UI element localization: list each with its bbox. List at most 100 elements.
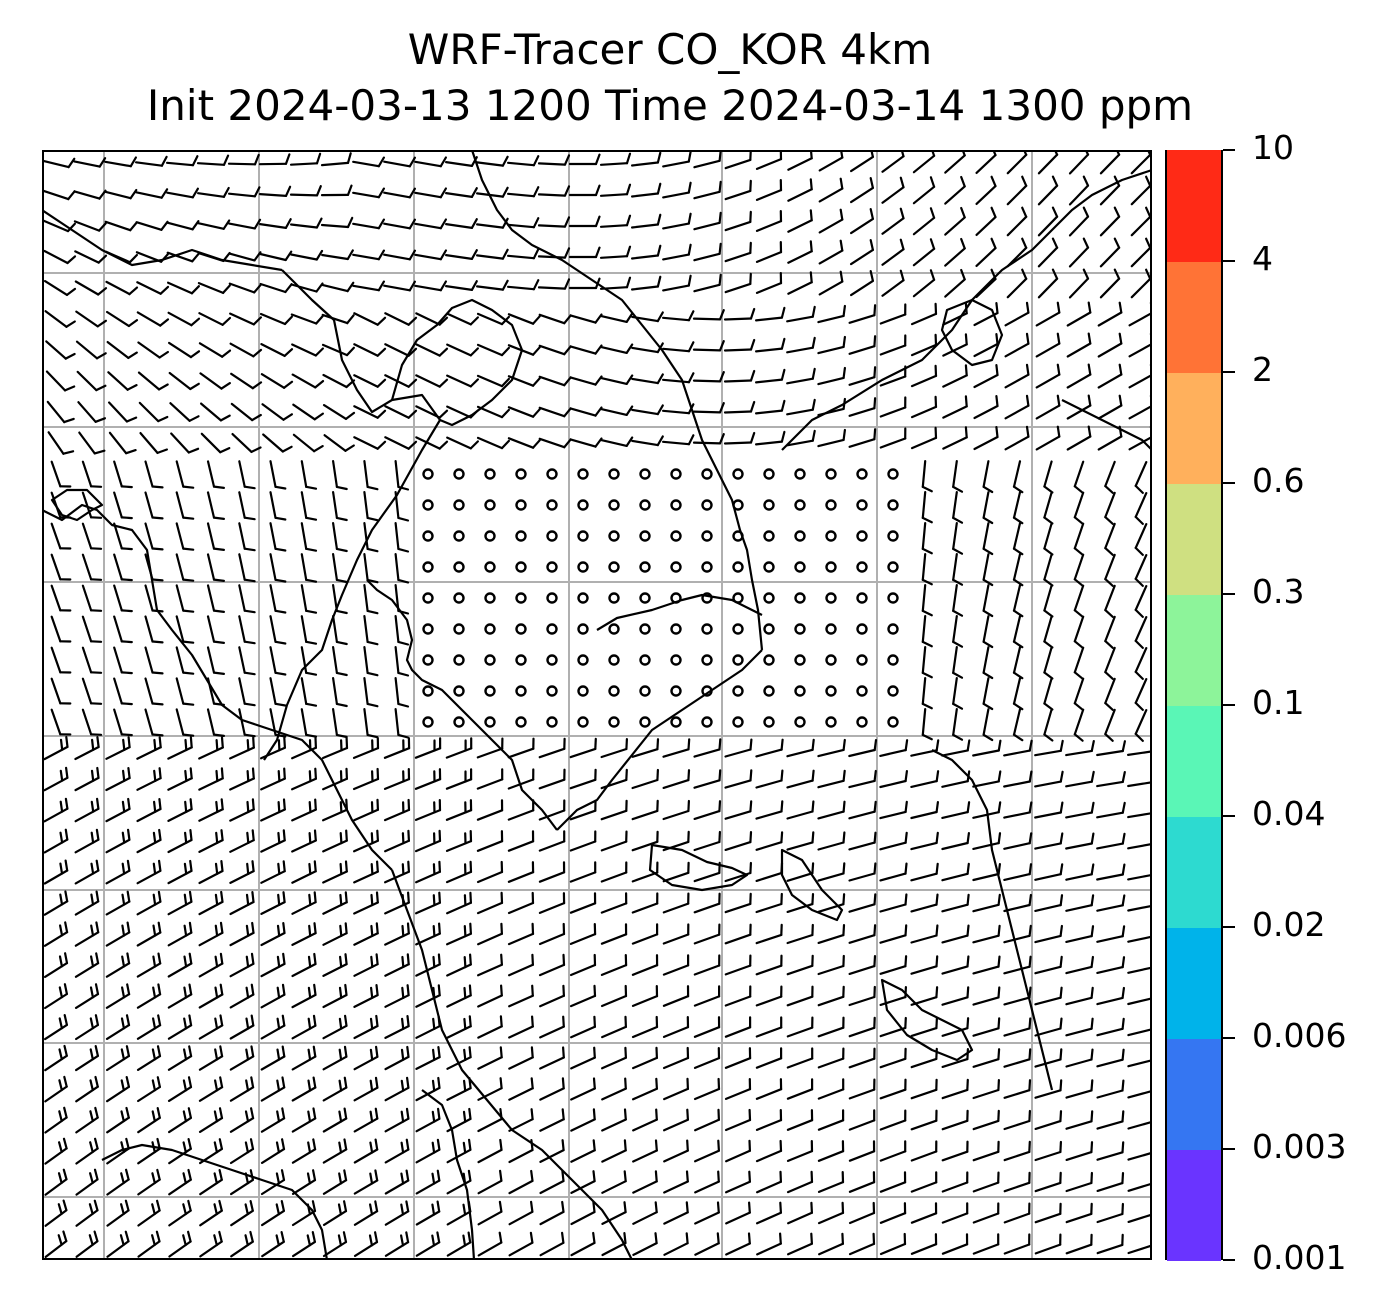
wind-barb (848, 985, 876, 1007)
wind-barb (693, 892, 721, 914)
map-canvas[interactable] (41, 144, 1158, 1261)
wind-barb (137, 1168, 161, 1196)
wind-barb (973, 364, 999, 389)
wind-barb (856, 685, 868, 697)
wind-barb (414, 187, 447, 199)
wind-barb (1126, 740, 1158, 757)
wind-barb (238, 522, 256, 552)
wind-barb (972, 1017, 1001, 1037)
wind-barb (879, 739, 909, 758)
wind-barb (1043, 460, 1054, 494)
wind-barb (952, 553, 964, 586)
wind-barb (662, 274, 692, 292)
wind-barb (137, 1199, 161, 1227)
wind-barb (661, 372, 695, 384)
wind-barb (144, 708, 164, 737)
wind-barb (662, 1108, 690, 1132)
wind-barb (941, 893, 970, 913)
wind-barb (261, 1199, 285, 1227)
wind-barb (238, 615, 256, 645)
wind-barb (1097, 394, 1123, 420)
map-panel[interactable] (41, 144, 1158, 1261)
wind-barb (322, 1169, 348, 1195)
wind-barb (724, 738, 753, 758)
wind-barb (754, 399, 786, 415)
wind-barb (1043, 491, 1054, 525)
wind-barb (724, 241, 752, 263)
wind-barb (105, 766, 131, 792)
wind-barb (50, 677, 72, 705)
wind-barb (259, 218, 292, 230)
wind-barb (879, 769, 909, 789)
colorbar-segment (1167, 150, 1221, 262)
wind-barb (167, 890, 193, 916)
wind-barb (910, 831, 939, 851)
wind-barb (206, 491, 225, 520)
wind-barb (599, 276, 632, 290)
wind-barb (291, 829, 317, 853)
wind-barb (539, 1200, 565, 1226)
wind-barb (786, 1047, 814, 1069)
wind-barb (1096, 1141, 1125, 1161)
wind-barb (786, 1201, 814, 1225)
wind-barb (167, 1076, 193, 1103)
wind-barb (228, 218, 262, 230)
wind-barb (507, 155, 540, 167)
wind-barb (75, 1137, 99, 1165)
wind-barb (199, 1168, 223, 1196)
wind-barb (663, 1139, 689, 1163)
wind-barb (106, 1168, 130, 1196)
wind-barb (445, 768, 473, 790)
wind-barb (944, 206, 966, 236)
wind-barb (74, 280, 108, 296)
wind-barb (43, 1013, 68, 1041)
wind-barb (1065, 832, 1095, 850)
wind-barb (74, 952, 100, 978)
wind-barb (168, 1137, 192, 1165)
wind-barb (817, 1140, 845, 1162)
wind-barb (1096, 1110, 1125, 1130)
wind-barb (74, 766, 100, 792)
wind-barb (910, 924, 939, 944)
colorbar-segment (1167, 594, 1221, 706)
wind-barb (394, 553, 410, 584)
wind-barb (1096, 1079, 1125, 1099)
wind-barb (1096, 863, 1126, 881)
wind-barb (289, 185, 322, 197)
wind-barb (300, 677, 318, 707)
wind-barb (477, 1046, 503, 1070)
colorbar-tick (1223, 815, 1235, 817)
wind-barb (693, 800, 722, 821)
wind-barb (136, 797, 162, 823)
wind-barb (136, 1076, 162, 1103)
wind-barb (300, 553, 318, 583)
wind-barb (73, 189, 107, 200)
wind-barb (1073, 708, 1085, 742)
wind-barb (322, 1107, 348, 1133)
coastline-korea-east (470, 149, 764, 651)
wind-barb (786, 1016, 814, 1038)
wind-barb (175, 584, 195, 613)
wind-barb (569, 406, 603, 417)
wind-barb (1003, 832, 1033, 850)
wind-barb (546, 530, 558, 542)
wind-barb (446, 1138, 472, 1164)
wind-barb (1073, 584, 1085, 618)
coastline-western-landmass (41, 503, 393, 871)
wind-barb (113, 708, 133, 737)
wind-barb (1127, 925, 1157, 943)
wind-barb (1073, 522, 1085, 556)
wind-barb (229, 1107, 255, 1133)
wind-barb (1043, 708, 1054, 742)
wind-barb (881, 176, 905, 204)
wind-barb (1127, 771, 1158, 788)
wind-barb (75, 1199, 99, 1227)
wind-barb (952, 646, 964, 679)
wind-barb (1096, 986, 1126, 1006)
wind-barb (136, 736, 162, 760)
wind-barb (825, 592, 837, 604)
wind-barb (508, 984, 534, 1008)
wind-barb (1127, 894, 1157, 912)
wind-barb (1065, 863, 1095, 881)
wind-barb (825, 654, 837, 666)
